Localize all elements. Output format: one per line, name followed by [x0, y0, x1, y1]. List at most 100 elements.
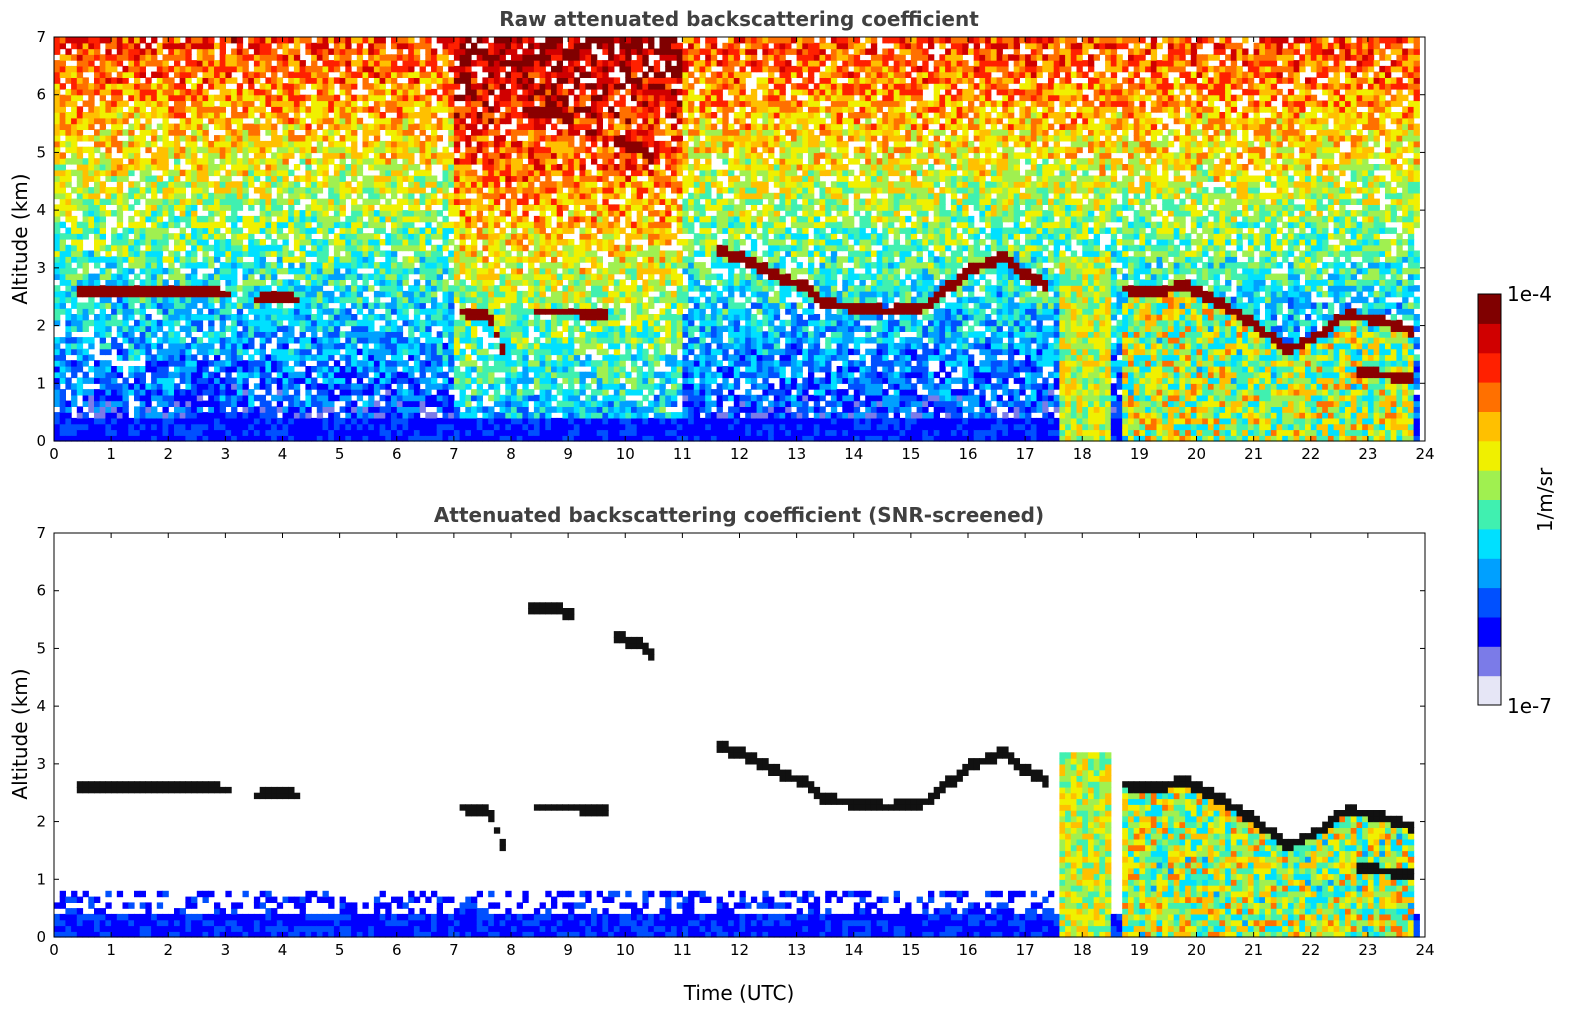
heatmap-cell-21: [54, 297, 60, 303]
heatmap-cell-3493: [391, 106, 397, 112]
heatmap-cell-3599: [403, 216, 409, 222]
heatmap-cell-1629: [208, 60, 214, 66]
heatmap-cell-1157: [168, 430, 174, 436]
heatmap-cell-3407: [385, 291, 391, 297]
heatmap-cell-2387: [283, 95, 289, 101]
heatmap-cell-3372: [380, 101, 386, 107]
heatmap-cell-3106: [357, 389, 363, 395]
heatmap-cell-3772: [420, 256, 426, 262]
heatmap-cell-1474: [197, 326, 203, 332]
heatmap-cell-2631: [311, 383, 317, 389]
heatmap-cell-1350: [185, 343, 191, 349]
heatmap-cell-285: [77, 72, 83, 78]
heatmap-cell-1506: [197, 89, 203, 95]
heatmap-cell-2399: [288, 424, 294, 430]
heatmap-cell-3103: [357, 412, 363, 418]
heatmap-cell-852: [134, 72, 140, 78]
heatmap-cell-441: [94, 147, 100, 153]
heatmap-cell-462: [100, 406, 106, 412]
heatmap-cell-629: [111, 37, 117, 43]
heatmap-cell-876: [140, 326, 146, 332]
heatmap-cell-1263: [174, 112, 180, 118]
heatmap-cell-3827: [425, 279, 431, 285]
heatmap-cell-1696: [220, 401, 226, 407]
heatmap-cell-3153: [363, 430, 369, 436]
heatmap-cell-2165: [265, 418, 271, 424]
heatmap-cell-513: [100, 72, 106, 78]
heatmap-cell-3775: [420, 239, 426, 245]
heatmap-cell-638: [117, 389, 123, 395]
heatmap-cell-283: [77, 83, 83, 89]
heatmap-cell-3560: [397, 83, 403, 89]
heatmap-cell-3315: [374, 95, 380, 101]
heatmap-cell-56: [54, 83, 60, 89]
heatmap-cell-1788: [225, 193, 231, 199]
heatmap-cell-1827: [231, 331, 237, 337]
heatmap-cell-3757: [420, 366, 426, 372]
heatmap-cell-3296: [374, 216, 380, 222]
heatmap-cell-3226: [368, 314, 374, 320]
heatmap-cell-2030: [248, 141, 254, 147]
heatmap-cell-3731: [414, 164, 420, 170]
heatmap-cell-1463: [197, 401, 203, 407]
heatmap-cell-1003: [151, 251, 157, 257]
heatmap-cell-3705: [414, 343, 420, 349]
heatmap-cell-2411: [288, 337, 294, 343]
heatmap-cell-3273: [374, 378, 380, 384]
heatmap-cell-1916: [237, 124, 243, 130]
heatmap-cell-1681: [214, 112, 220, 118]
heatmap-cell-2464: [294, 372, 300, 378]
heatmap-cell-615: [111, 129, 117, 135]
heatmap-cell-3154: [363, 424, 369, 430]
heatmap-cell-2542: [300, 233, 306, 239]
heatmap-cell-1801: [225, 101, 231, 107]
heatmap-cell-1083: [157, 106, 163, 112]
heatmap-cell-2536: [300, 268, 306, 274]
heatmap-cell-2557: [300, 106, 306, 112]
heatmap-cell-1165: [168, 378, 174, 384]
heatmap-cell-677: [117, 124, 123, 130]
heatmap-cell-3077: [351, 187, 357, 193]
heatmap-cell-496: [100, 181, 106, 187]
heatmap-cell-210: [71, 187, 77, 193]
heatmap-cell-3041: [351, 418, 357, 424]
heatmap-cell-1216: [174, 418, 180, 424]
heatmap-cell-3314: [374, 101, 380, 107]
heatmap-cell-401: [94, 430, 100, 436]
heatmap-cell-1023: [151, 112, 157, 118]
heatmap-cell-1922: [237, 83, 243, 89]
heatmap-cell-752: [128, 372, 134, 378]
heatmap-cell-2467: [294, 349, 300, 355]
heatmap-cell-3644: [408, 331, 414, 337]
heatmap-cell-122: [65, 424, 71, 430]
heatmap-cell-25: [54, 268, 60, 274]
heatmap-cell-425: [94, 245, 100, 251]
heatmap-cell-2014: [248, 262, 254, 268]
heatmap-cell-328: [83, 181, 89, 187]
heatmap-cell-1148: [163, 83, 169, 89]
heatmap-cell-2001: [248, 343, 254, 349]
heatmap-cell-430: [94, 216, 100, 222]
heatmap-cell-2514: [300, 424, 306, 430]
heatmap-cell-1377: [185, 147, 191, 153]
heatmap-cell-3288: [374, 268, 380, 274]
heatmap-cell-2390: [283, 72, 289, 78]
heatmap-cell-3005: [345, 256, 351, 262]
heatmap-cell-909: [140, 89, 146, 95]
heatmap-cell-2717: [317, 199, 323, 205]
heatmap-cell-1037: [157, 418, 163, 424]
heatmap-cell-1635: [214, 430, 220, 436]
heatmap-cell-559: [105, 141, 111, 147]
heatmap-cell-2498: [294, 112, 300, 118]
heatmap-cell-817: [134, 326, 140, 332]
heatmap-cell-2418: [288, 291, 294, 297]
heatmap-cell-1044: [157, 372, 163, 378]
heatmap-cell-3049: [351, 360, 357, 366]
heatmap-cell-3196: [363, 124, 369, 130]
heatmap-cell-2174: [265, 360, 271, 366]
heatmap-cell-860: [140, 430, 146, 436]
heatmap-cell-958: [145, 170, 151, 176]
heatmap-cell-2891: [334, 222, 340, 228]
heatmap-cell-2600: [305, 216, 311, 222]
heatmap-cell-713: [123, 291, 129, 297]
